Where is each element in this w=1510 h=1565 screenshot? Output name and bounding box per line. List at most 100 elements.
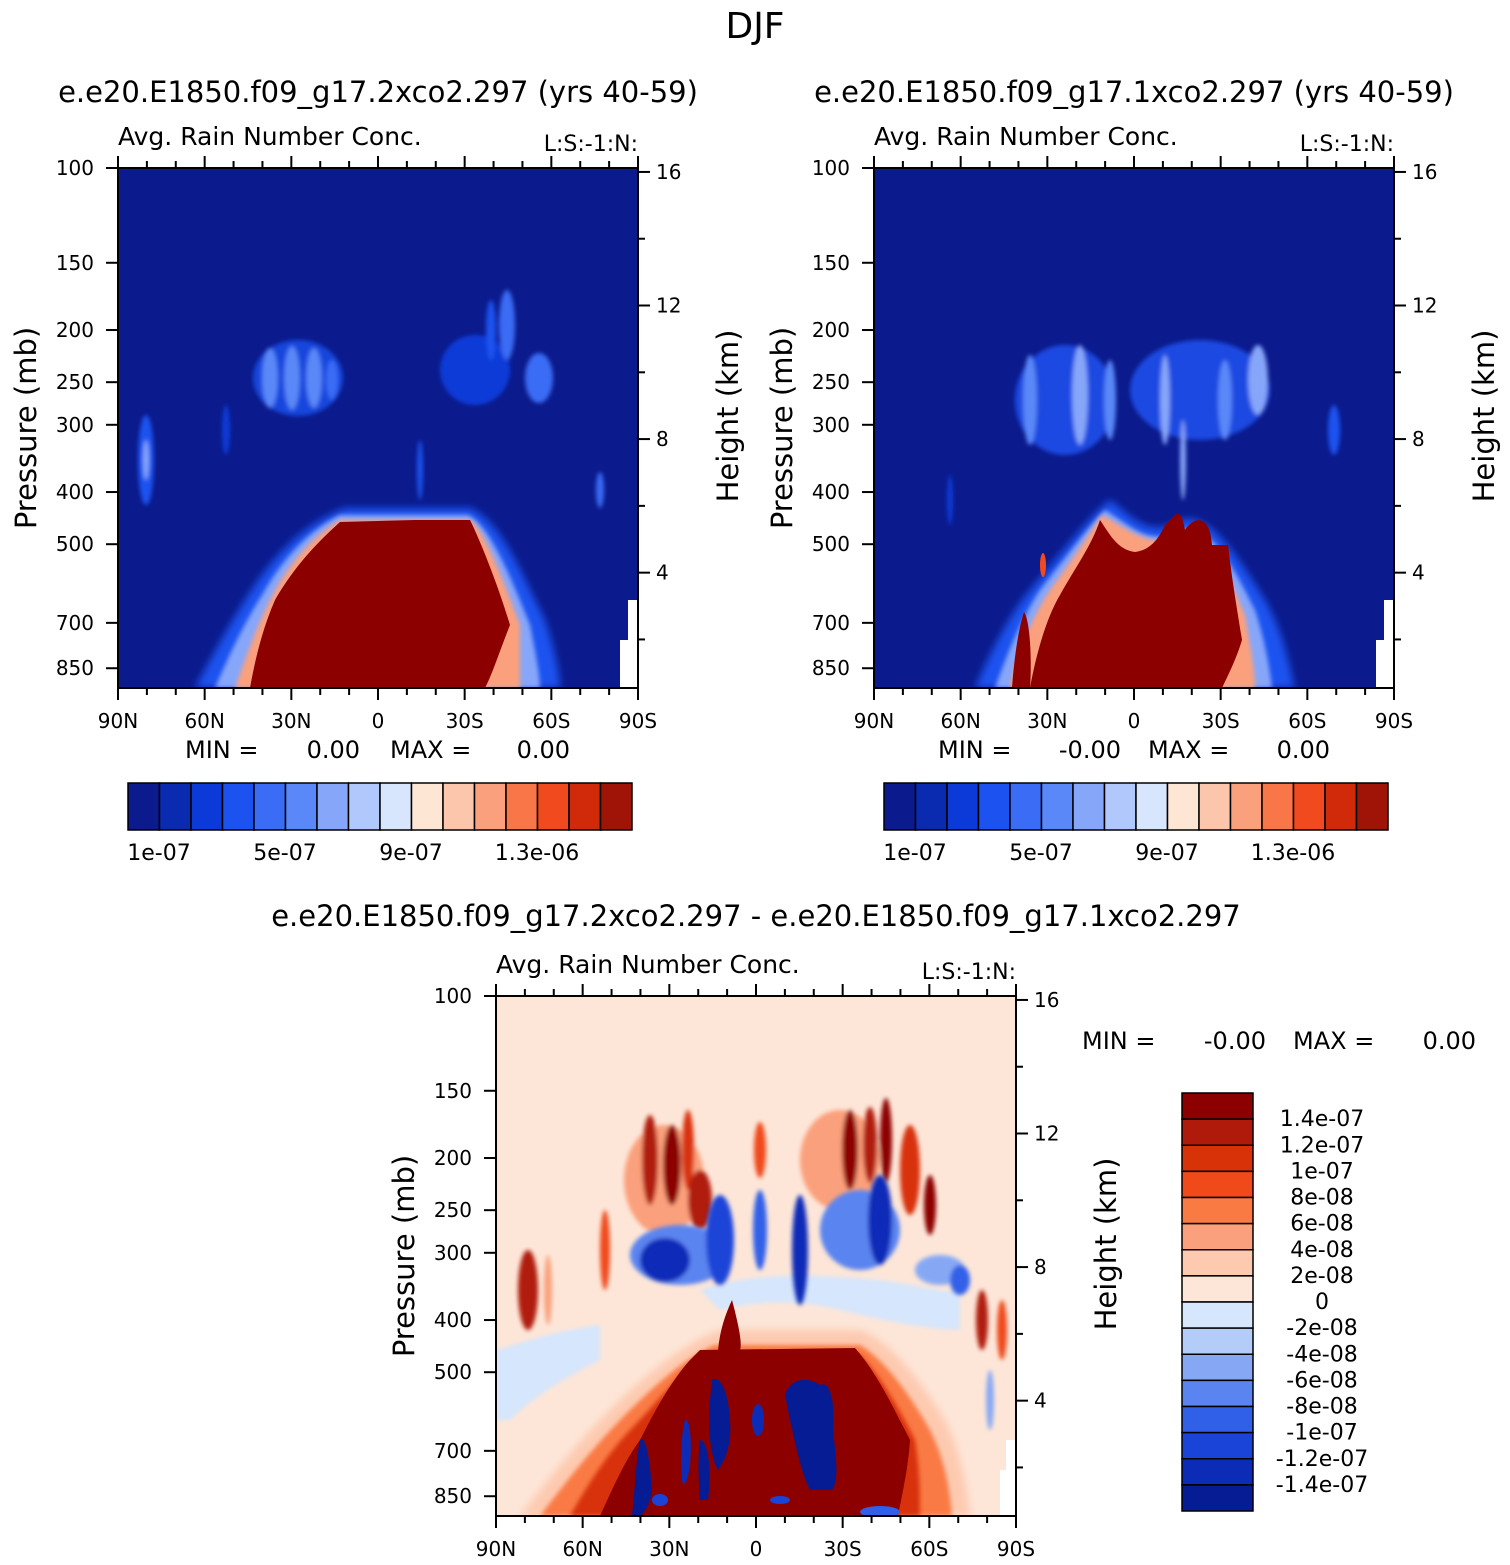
colorbar-cell (442, 782, 476, 831)
x-tick-label: 90S (997, 1537, 1035, 1561)
x-tick-label: 60S (1288, 709, 1326, 733)
panel-2-cbar-label-2: 9e-07 (1135, 841, 1198, 866)
y-tick-label: 400 (812, 480, 850, 504)
panel-2-max-value: 0.00 (1277, 736, 1330, 764)
y-tick-label: 200 (434, 1146, 472, 1170)
colorbar-cell (1181, 1275, 1254, 1303)
x-tick-label: 30N (1027, 709, 1067, 733)
y-tick-label: 850 (812, 656, 850, 680)
colorbar-label: -1.4e-07 (1276, 1473, 1368, 1498)
colorbar-cell (1229, 782, 1263, 831)
x-tick-label: 60N (562, 1537, 602, 1561)
y-axis-label: Pressure (mb) (9, 327, 43, 529)
y2-tick-label: 4 (656, 561, 669, 585)
colorbar-cell (410, 782, 444, 831)
colorbar-label: 1.4e-07 (1280, 1107, 1364, 1132)
panel-3-min-label: MIN = (1082, 1027, 1155, 1055)
x-tick-label: 60N (184, 709, 224, 733)
colorbar-cell (1181, 1327, 1254, 1355)
y2-tick-label: 16 (656, 160, 681, 184)
panel-1-cbar-label-2: 9e-07 (379, 841, 442, 866)
colorbar-cell (568, 782, 602, 831)
x-tick-label: 0 (1128, 709, 1141, 733)
colorbar-cell (1181, 1196, 1254, 1225)
colorbar-cell (1355, 782, 1389, 831)
panel-1: e.e20.E1850.f09_g17.2xco2.297 (yrs 40-59… (9, 75, 745, 866)
panel-1-lower-mass (195, 508, 560, 688)
x-tick-label: 30N (271, 709, 311, 733)
colorbar-cell (1181, 1301, 1254, 1329)
colorbar-label: 6e-08 (1290, 1212, 1353, 1237)
colorbar-label: -4e-08 (1286, 1342, 1357, 1367)
panel-1-min-value: 0.00 (307, 736, 360, 764)
x-tick-label: 90S (1375, 709, 1413, 733)
panel-3-field (496, 996, 1016, 1516)
panel-2-cbar-label-0: 1e-07 (883, 841, 946, 866)
x-tick-label: 0 (750, 1537, 763, 1561)
y-tick-label: 700 (434, 1439, 472, 1463)
panel-3-run-title: e.e20.E1850.f09_g17.2xco2.297 - e.e20.E1… (271, 899, 1241, 933)
colorbar-cell (284, 782, 318, 831)
panel-2-plot-title: Avg. Rain Number Conc. (874, 122, 1178, 151)
colorbar-label: -1.2e-07 (1276, 1447, 1368, 1472)
y-tick-label: 500 (56, 532, 94, 556)
colorbar-label: 1.2e-07 (1280, 1133, 1364, 1158)
colorbar-cell (1103, 782, 1137, 831)
y-tick-label: 500 (434, 1360, 472, 1384)
colorbar-cell (473, 782, 507, 831)
colorbar-cell (1198, 782, 1232, 831)
y-tick-label: 150 (434, 1079, 472, 1103)
panel-3-corner-label: L:S:-1:N: (922, 960, 1016, 985)
colorbar-cell (1261, 782, 1295, 831)
panel-2-field (874, 168, 1394, 688)
colorbar-cell (1166, 782, 1200, 831)
figure-title: DJF (725, 6, 784, 47)
colorbar-label: 2e-08 (1290, 1264, 1353, 1289)
panel-2-max-label: MAX = (1148, 736, 1229, 764)
x-tick-label: 90N (854, 709, 894, 733)
colorbar-label: -6e-08 (1286, 1368, 1357, 1393)
y2-tick-label: 4 (1412, 561, 1425, 585)
colorbar-cell (379, 782, 413, 831)
colorbar-cell (1181, 1092, 1254, 1120)
y-tick-label: 500 (812, 532, 850, 556)
y-tick-label: 200 (56, 318, 94, 342)
panel-1-axes: 90N 60N 30N 0 30S 60S 90S 100 150 200 250 300 400 500… (9, 156, 745, 733)
colorbar-cell (1181, 1249, 1254, 1277)
panel-3-blue-blobs (632, 1379, 900, 1516)
y-tick-label: 200 (812, 318, 850, 342)
y-tick-label: 850 (434, 1484, 472, 1508)
x-tick-label: 30N (649, 1537, 689, 1561)
x-tick-label: 60S (532, 709, 570, 733)
panel-3-max-value: 0.00 (1423, 1027, 1476, 1055)
panel-2-corner-label: L:S:-1:N: (1300, 132, 1394, 157)
x-tick-label: 30S (1202, 709, 1240, 733)
panel-1-cbar-label-3: 1.3e-06 (495, 841, 579, 866)
colorbar-cell (1009, 782, 1043, 831)
panel-1-max-label: MAX = (390, 736, 471, 764)
colorbar-cell (599, 782, 633, 831)
y2-axis-label: Height (km) (1467, 330, 1501, 503)
y2-axis-label: Height (km) (1089, 1158, 1123, 1331)
colorbar-cell (536, 782, 570, 831)
colorbar-cell (127, 782, 161, 831)
colorbar-cell (190, 782, 224, 831)
colorbar-cell (221, 782, 255, 831)
panel-2-mask (1376, 600, 1394, 688)
colorbar-cell (1292, 782, 1326, 831)
panel-3-negative-band (630, 1175, 970, 1305)
panel-2-run-title: e.e20.E1850.f09_g17.1xco2.297 (yrs 40-59… (814, 75, 1454, 109)
y-tick-label: 300 (56, 413, 94, 437)
panel-2-min-label: MIN = (938, 736, 1011, 764)
panel-1-cbar-label-0: 1e-07 (127, 841, 190, 866)
y2-tick-label: 12 (1412, 294, 1437, 318)
panel-1-cirrus (138, 290, 604, 508)
colorbar-cell (1181, 1118, 1254, 1146)
y-tick-label: 100 (812, 156, 850, 180)
y-tick-label: 400 (434, 1308, 472, 1332)
y-tick-label: 300 (812, 413, 850, 437)
panel-2-min-value: -0.00 (1059, 736, 1121, 764)
colorbar-cell (1181, 1458, 1254, 1486)
colorbar-cell (914, 782, 948, 831)
colorbar-cell (1181, 1405, 1254, 1434)
